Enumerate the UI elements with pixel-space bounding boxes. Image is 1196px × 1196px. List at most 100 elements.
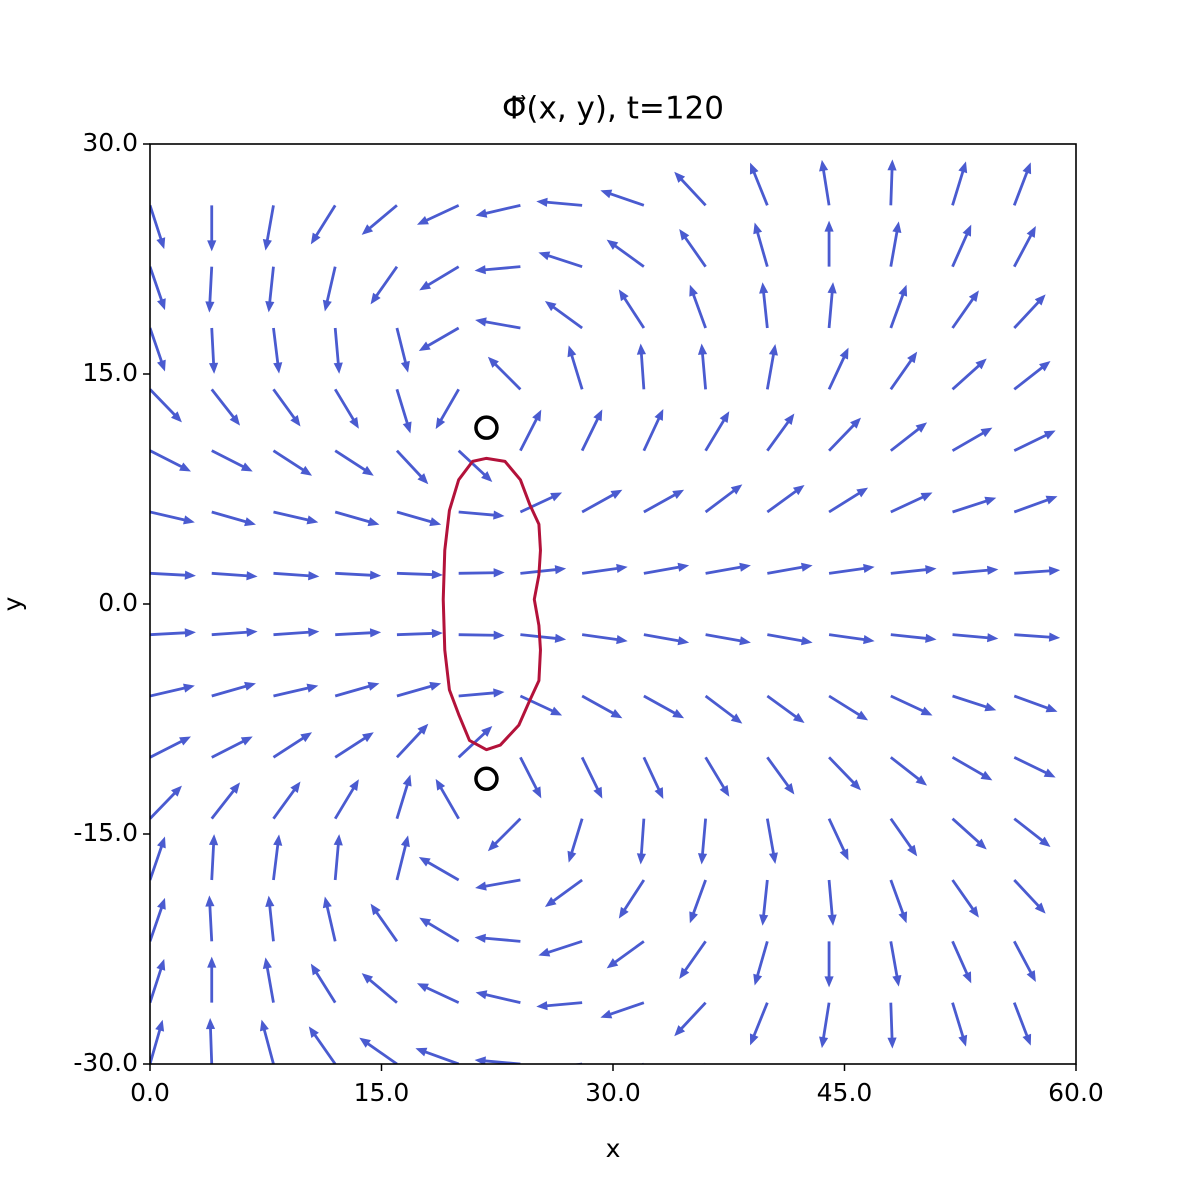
arrow xyxy=(544,300,583,330)
arrow xyxy=(890,694,933,716)
arrow xyxy=(1012,1063,1031,1064)
arrow xyxy=(749,1002,769,1046)
y-tick-label: 30.0 xyxy=(82,128,138,157)
arrow xyxy=(150,836,166,881)
arrow xyxy=(1013,756,1056,778)
arrow xyxy=(458,568,505,578)
arrow xyxy=(766,756,795,795)
arrow xyxy=(395,449,429,485)
arrow xyxy=(674,1001,707,1037)
arrow xyxy=(767,633,813,646)
arrow xyxy=(457,449,493,483)
arrow xyxy=(828,417,862,452)
arrow xyxy=(273,627,320,637)
arrow xyxy=(759,879,769,926)
arrow xyxy=(474,265,521,275)
arrow xyxy=(642,756,664,800)
arrow xyxy=(827,347,849,390)
arrow xyxy=(889,941,902,987)
contour xyxy=(441,456,542,752)
arrow xyxy=(262,957,275,1003)
arrow xyxy=(150,897,166,942)
arrow xyxy=(951,358,987,391)
arrow xyxy=(396,681,442,698)
arrow xyxy=(636,343,647,390)
arrow xyxy=(333,388,359,429)
arrow xyxy=(361,973,398,1004)
arrow xyxy=(827,282,837,329)
arrow xyxy=(205,895,215,942)
arrow xyxy=(458,688,505,698)
arrow xyxy=(889,817,918,857)
arrow xyxy=(475,878,521,891)
arrow xyxy=(643,562,690,575)
arrow xyxy=(606,940,645,969)
y-tick-label: -30.0 xyxy=(73,1048,138,1077)
arrow xyxy=(150,510,195,525)
y-tick-label: 15.0 xyxy=(82,358,138,387)
arrow xyxy=(1014,566,1061,576)
arrow xyxy=(819,1002,831,1049)
arrow xyxy=(475,317,521,330)
arrow xyxy=(1013,361,1051,391)
arrow xyxy=(416,204,460,225)
arrow xyxy=(205,266,215,313)
y-tick-label: -15.0 xyxy=(73,818,138,847)
arrow xyxy=(538,251,583,268)
arrow xyxy=(766,484,805,514)
arrow xyxy=(951,817,987,850)
arrow xyxy=(689,284,707,329)
arrow xyxy=(828,756,862,791)
arrow xyxy=(581,694,623,719)
arrow xyxy=(951,1002,968,1047)
arrow xyxy=(396,510,442,527)
x-tick-label: 30.0 xyxy=(585,1078,641,1107)
arrow xyxy=(487,356,522,391)
arrow xyxy=(889,756,928,786)
plot-area xyxy=(150,159,1061,1064)
arrow xyxy=(334,449,374,476)
arrow xyxy=(272,781,301,820)
arrow xyxy=(370,265,399,305)
arrow xyxy=(889,879,908,924)
arrow xyxy=(273,571,320,581)
arrow xyxy=(951,940,972,984)
arrow xyxy=(951,756,993,781)
arrow xyxy=(308,1026,337,1064)
arrow xyxy=(828,633,875,645)
arrow xyxy=(1013,817,1051,847)
arrow xyxy=(273,683,319,698)
axes-frame xyxy=(149,143,1077,1065)
arrow xyxy=(704,411,730,452)
arrow xyxy=(150,628,196,638)
arrow xyxy=(457,725,493,759)
arrow xyxy=(210,388,241,426)
arrow xyxy=(310,204,337,245)
arrow xyxy=(580,409,603,452)
arrow xyxy=(674,171,707,207)
arrow xyxy=(642,408,664,452)
arrow xyxy=(474,1056,521,1064)
arrow xyxy=(150,388,182,423)
arrow xyxy=(1012,162,1032,206)
arrow xyxy=(520,633,567,643)
arrow xyxy=(418,857,460,882)
arrow xyxy=(273,510,319,525)
arrow xyxy=(210,782,241,820)
arrow xyxy=(207,956,217,1003)
arrow xyxy=(828,563,875,575)
arrow xyxy=(208,327,219,374)
chart-title: Φ⃗(x, y), t=120 xyxy=(502,91,724,127)
arrow xyxy=(749,162,769,206)
arrow xyxy=(333,834,343,881)
arrow xyxy=(418,326,460,351)
arrow xyxy=(395,327,410,373)
arrow xyxy=(435,778,460,820)
arrow xyxy=(704,756,730,797)
arrow xyxy=(753,1063,769,1064)
arrow xyxy=(580,756,603,799)
arrow xyxy=(359,1037,398,1064)
arrow xyxy=(435,388,460,430)
arrow xyxy=(334,510,380,527)
arrow xyxy=(520,565,567,575)
